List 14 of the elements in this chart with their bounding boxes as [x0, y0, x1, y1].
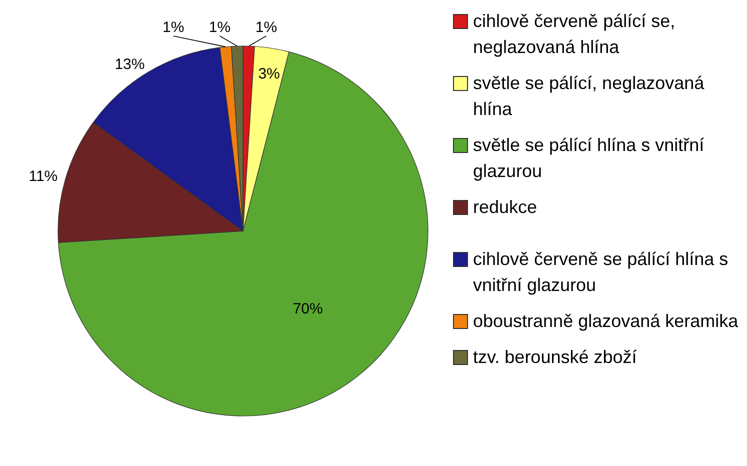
legend-label: redukce [473, 196, 538, 219]
legend-label: světle se pálící hlína s vnitřní glazurou [473, 134, 706, 183]
legend-label: cihlově červeně pálící se, neglazovaná hlína [473, 10, 676, 59]
data-label: 11% [28, 168, 58, 186]
data-label: 3% [258, 66, 280, 83]
legend-label: cihlově červeně se pálící hlína s vnitřní glazurou [473, 248, 730, 297]
legend-label: světle se pálící, neglazovaná hlína [473, 72, 706, 121]
data-label: 1% [255, 19, 278, 36]
data-label: 1% [208, 19, 231, 36]
data-label: 1% [162, 19, 184, 36]
data-label: 13% [114, 56, 145, 73]
legend-label: oboustranně glazovaná keramika [473, 310, 738, 333]
legend-label: tzv. berounské zboží [473, 346, 637, 369]
data-label: 70% [292, 300, 323, 318]
